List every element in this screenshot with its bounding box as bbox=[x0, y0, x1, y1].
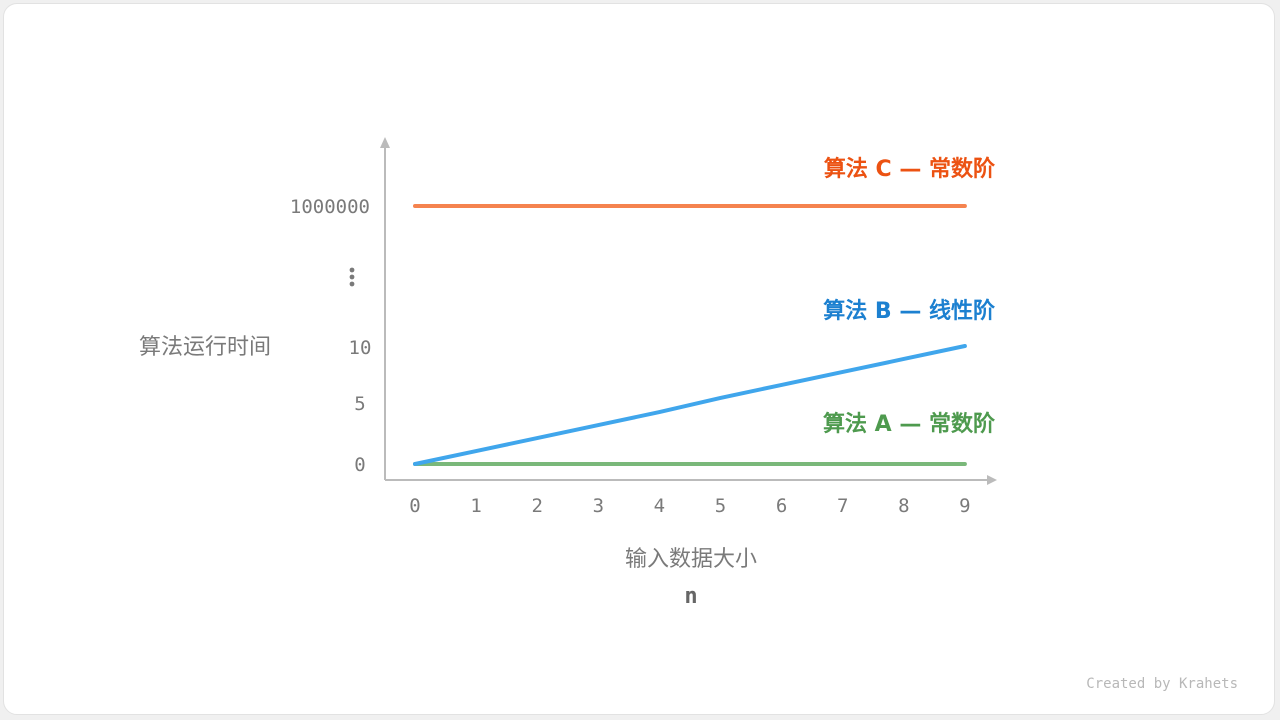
x-tick-label: 7 bbox=[837, 495, 848, 517]
x-tick-label: 4 bbox=[654, 495, 665, 517]
y-axis-label: 算法运行时间 bbox=[139, 335, 271, 360]
y-tick-label: 10 bbox=[349, 337, 372, 359]
x-tick-label: 5 bbox=[715, 495, 726, 517]
x-tick-label: 2 bbox=[531, 495, 542, 517]
series-line bbox=[413, 344, 967, 466]
x-axis-sublabel: n bbox=[684, 584, 697, 609]
x-tick-label: 1 bbox=[470, 495, 481, 517]
y-tick-label: 1000000 bbox=[290, 196, 370, 218]
x-tick-label: 9 bbox=[959, 495, 970, 517]
x-tick-label: 3 bbox=[593, 495, 604, 517]
y-tick-label: 0 bbox=[354, 454, 365, 476]
y-axis-break-dot bbox=[349, 267, 355, 273]
series-label: 算法 C — 常数阶 bbox=[824, 156, 996, 182]
y-tick-label: 5 bbox=[354, 393, 365, 415]
x-axis-label: 输入数据大小 bbox=[625, 547, 757, 572]
y-axis-break-dot bbox=[349, 281, 355, 287]
series-label: 算法 A — 常数阶 bbox=[823, 411, 996, 437]
chart-frame bbox=[3, 3, 1275, 715]
x-tick-label: 0 bbox=[409, 495, 420, 517]
x-axis-arrow bbox=[987, 475, 997, 485]
credit-text: Created by Krahets bbox=[1086, 676, 1238, 692]
series-label: 算法 B — 线性阶 bbox=[823, 298, 996, 324]
x-tick-label: 8 bbox=[898, 495, 909, 517]
x-tick-label: 6 bbox=[776, 495, 787, 517]
y-axis-break-dot bbox=[349, 274, 355, 280]
y-axis-arrow bbox=[380, 137, 390, 148]
